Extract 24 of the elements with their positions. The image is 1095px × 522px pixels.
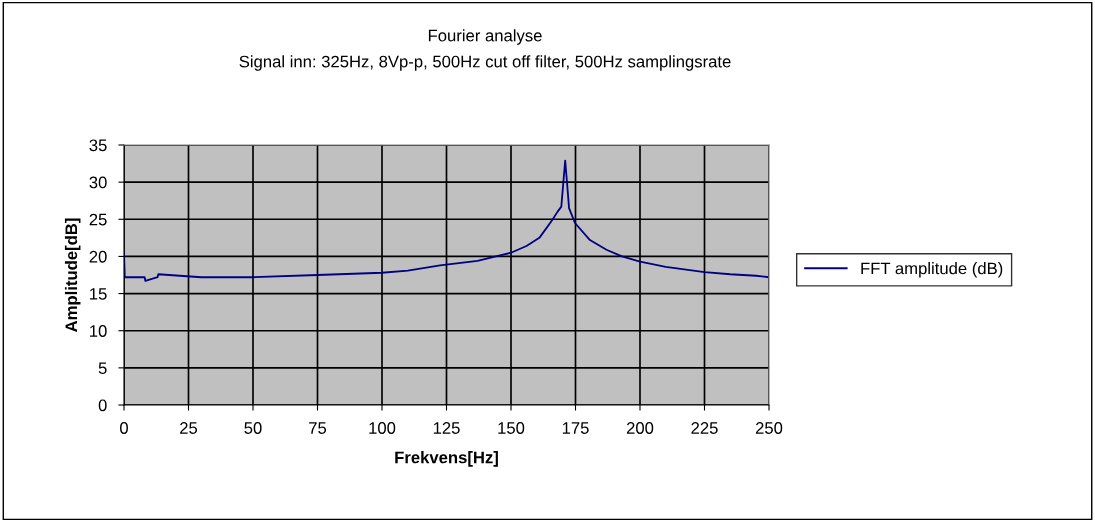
y-tick-label: 25 bbox=[89, 213, 107, 226]
x-tick-label: 175 bbox=[562, 422, 589, 434]
y-tick-label: 5 bbox=[98, 362, 107, 375]
chart-title: Fourier analyse bbox=[428, 29, 542, 45]
x-tick-label: 150 bbox=[498, 422, 525, 434]
x-tick-label: 250 bbox=[755, 422, 783, 434]
y-axis-title: Amplitude[dB] bbox=[64, 218, 81, 332]
x-axis-title: Frekvens[Hz] bbox=[395, 451, 498, 467]
y-tick-label: 0 bbox=[98, 399, 107, 412]
y-tick-label: 30 bbox=[89, 176, 107, 189]
x-tick-label: 100 bbox=[369, 422, 396, 434]
y-tick-label: 15 bbox=[90, 288, 107, 300]
x-tick-label: 50 bbox=[244, 422, 262, 434]
legend-label: FFT amplitude (dB) bbox=[861, 262, 1003, 278]
y-tick-label: 20 bbox=[89, 250, 107, 263]
y-tick-label: 10 bbox=[90, 325, 107, 337]
x-tick-label: 225 bbox=[691, 422, 718, 434]
x-tick-label: 75 bbox=[309, 422, 327, 434]
x-tick-label: 25 bbox=[180, 422, 198, 434]
chart-subtitle: Signal inn: 325Hz, 8Vp-p, 500Hz cut off filter, 500Hz samplingsrate bbox=[239, 55, 731, 71]
x-tick-label: 0 bbox=[120, 422, 128, 434]
x-tick-label: 200 bbox=[626, 422, 654, 434]
y-tick-label: 35 bbox=[89, 139, 107, 152]
x-tick-label: 125 bbox=[433, 422, 460, 434]
